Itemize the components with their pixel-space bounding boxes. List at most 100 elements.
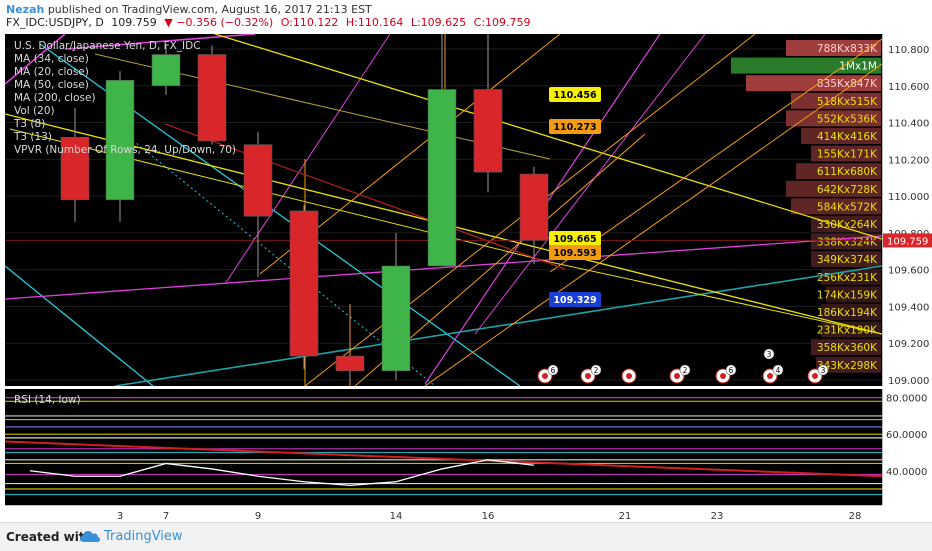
- volume-profile-label: 231Kx190K: [817, 325, 878, 337]
- volume-profile-label: 330Kx264K: [817, 219, 878, 231]
- candle-body: [289, 210, 319, 357]
- trend-line: [424, 63, 883, 387]
- symbol: FX_IDC:USDJPY, D: [6, 16, 104, 29]
- time-tick-label: 3: [117, 511, 123, 522]
- time-tick-label: 16: [482, 511, 495, 522]
- rsi-axis[interactable]: 80.0000 60.0000 40.0000: [882, 389, 932, 505]
- candle-body: [243, 144, 273, 217]
- time-tick-label: 21: [619, 511, 632, 522]
- price-callout-box: [549, 231, 601, 246]
- candle-body: [473, 89, 503, 173]
- volume-profile-bar: [786, 40, 881, 56]
- volume-profile-label: 186Kx194K: [817, 307, 878, 319]
- event-count-label: 3: [821, 366, 826, 375]
- price-callout-box: [549, 292, 601, 307]
- event-count-badge: [725, 364, 737, 376]
- volume-profile-label: 552Kx536K: [817, 113, 878, 125]
- price-callout-box: [549, 245, 601, 260]
- tradingview-brand[interactable]: TradingView: [104, 529, 183, 544]
- volume-profile-label: 835Kx847K: [817, 78, 878, 90]
- price-chart[interactable]: 788Kx833K 1Mx1M 835Kx847K 518Kx515K 552Kx536…: [4, 26, 883, 387]
- volume-profile-bar: [791, 198, 881, 215]
- legend-indicator[interactable]: MA (50, close): [14, 79, 89, 91]
- price-tick-label: 110.400: [888, 119, 929, 130]
- price-tick-label: 110.200: [888, 155, 929, 166]
- price-chart-canvas[interactable]: 788Kx833K 1Mx1M 835Kx847K 518Kx515K 552Kx536…: [4, 26, 883, 387]
- event-count-label: 3: [767, 350, 772, 359]
- publish-line: Nezah published on TradingView.com, Augu…: [6, 3, 372, 16]
- price-callout-box: [549, 87, 601, 102]
- volume-profile-label: 788Kx833K: [817, 43, 878, 55]
- time-tick-label: 9: [255, 511, 261, 522]
- volume-profile-label: 155Kx171K: [817, 149, 878, 161]
- rsi-pane[interactable]: [4, 389, 883, 505]
- rsi-tick-label: 60.0000: [886, 430, 927, 441]
- event-count-badge: [590, 364, 602, 376]
- volume-profile-bar: [816, 356, 881, 373]
- trend-line: [9, 128, 551, 263]
- time-tick-label: 14: [390, 511, 403, 522]
- price-change: ▼ −0.356 (−0.32%): [164, 16, 274, 29]
- legend-indicator[interactable]: Vol (20): [14, 105, 55, 117]
- legend-indicator[interactable]: MA (34, close): [14, 53, 89, 65]
- current-price-tag: [883, 233, 932, 248]
- footer: Created with TradingView: [0, 522, 932, 551]
- tradingview-cloud-icon: [80, 531, 100, 542]
- event-count-badge: [679, 364, 691, 376]
- legend-indicator[interactable]: T3 (8): [14, 118, 46, 130]
- rsi-title[interactable]: RSI (14, low): [14, 394, 81, 406]
- volume-profile-label: 414Kx416K: [817, 131, 878, 143]
- event-count-label: 2: [594, 366, 599, 375]
- price-callout-label: 110.456: [553, 90, 597, 101]
- price-callout-label: 109.593: [553, 248, 596, 259]
- trend-line: [4, 265, 154, 387]
- volume-profile-label: 174Kx159K: [817, 289, 878, 301]
- volume-profile-bar: [746, 75, 881, 92]
- volume-profile-label: 642Kx728K: [817, 184, 878, 196]
- time-axis[interactable]: 3 7 9 14 16 21 23 28: [5, 505, 882, 523]
- volume-profile-bar: [811, 339, 881, 356]
- legend-indicator[interactable]: MA (200, close): [14, 92, 96, 104]
- volume-profile-label: 518Kx515K: [817, 96, 878, 108]
- trend-line: [4, 33, 66, 85]
- volume-profile-bar: [811, 251, 881, 268]
- created-with-text: Created with: [6, 530, 94, 544]
- price-axis[interactable]: 110.800110.600110.400110.200110.000109.8…: [882, 34, 932, 387]
- price-tick-label: 109.600: [888, 266, 929, 277]
- event-count-badge: [817, 364, 829, 376]
- legend-indicator[interactable]: MA (20, close): [14, 66, 89, 78]
- price-tick-label: 109.200: [888, 339, 929, 350]
- volume-profile-bar: [731, 57, 881, 74]
- price-tick-label: 109.400: [888, 302, 929, 313]
- low-value: L:109.625: [410, 16, 467, 29]
- rsi-axis-canvas: 80.0000 60.0000 40.0000: [886, 394, 927, 478]
- rsi-series-line: [29, 459, 535, 487]
- trend-line: [214, 33, 883, 240]
- candle-body: [60, 136, 90, 201]
- candle-body: [519, 173, 549, 241]
- volume-profile-label: 349Kx374K: [817, 254, 878, 266]
- publish-text: published on TradingView.com, August 16,…: [47, 3, 372, 16]
- trend-line: [224, 33, 391, 285]
- rsi-canvas[interactable]: [4, 389, 883, 505]
- username[interactable]: Nezah: [6, 3, 45, 16]
- volume-profile-bar: [811, 216, 881, 232]
- event-flag-icon: [674, 373, 680, 379]
- symbol-line: FX_IDC:USDJPY, D 109.759 ▼ −0.356 (−0.32…: [6, 16, 535, 29]
- candle-body: [197, 54, 227, 142]
- indicator-legend: U.S. Dollar/Japanese Yen, D, FX_IDC MA (…: [14, 40, 236, 157]
- event-flag-icon: [585, 373, 591, 379]
- time-tick-label: 28: [849, 511, 862, 522]
- high-value: H:110.164: [345, 16, 404, 29]
- legend-indicator[interactable]: VPVR (Number Of Rows, 24, Up/Down, 70): [14, 144, 237, 156]
- open-value: O:110.122: [280, 16, 339, 29]
- candle-body: [381, 265, 411, 372]
- legend-title: U.S. Dollar/Japanese Yen, D, FX_IDC: [14, 40, 201, 52]
- event-count-label: 4: [776, 366, 781, 375]
- legend-indicator[interactable]: T3 (13): [14, 131, 52, 143]
- volume-profile-label: 256Kx231K: [817, 272, 878, 284]
- candle-body: [427, 89, 457, 267]
- time-tick-label: 7: [163, 511, 169, 522]
- event-flag-icon: [812, 373, 818, 379]
- event-count-badge: [772, 364, 784, 376]
